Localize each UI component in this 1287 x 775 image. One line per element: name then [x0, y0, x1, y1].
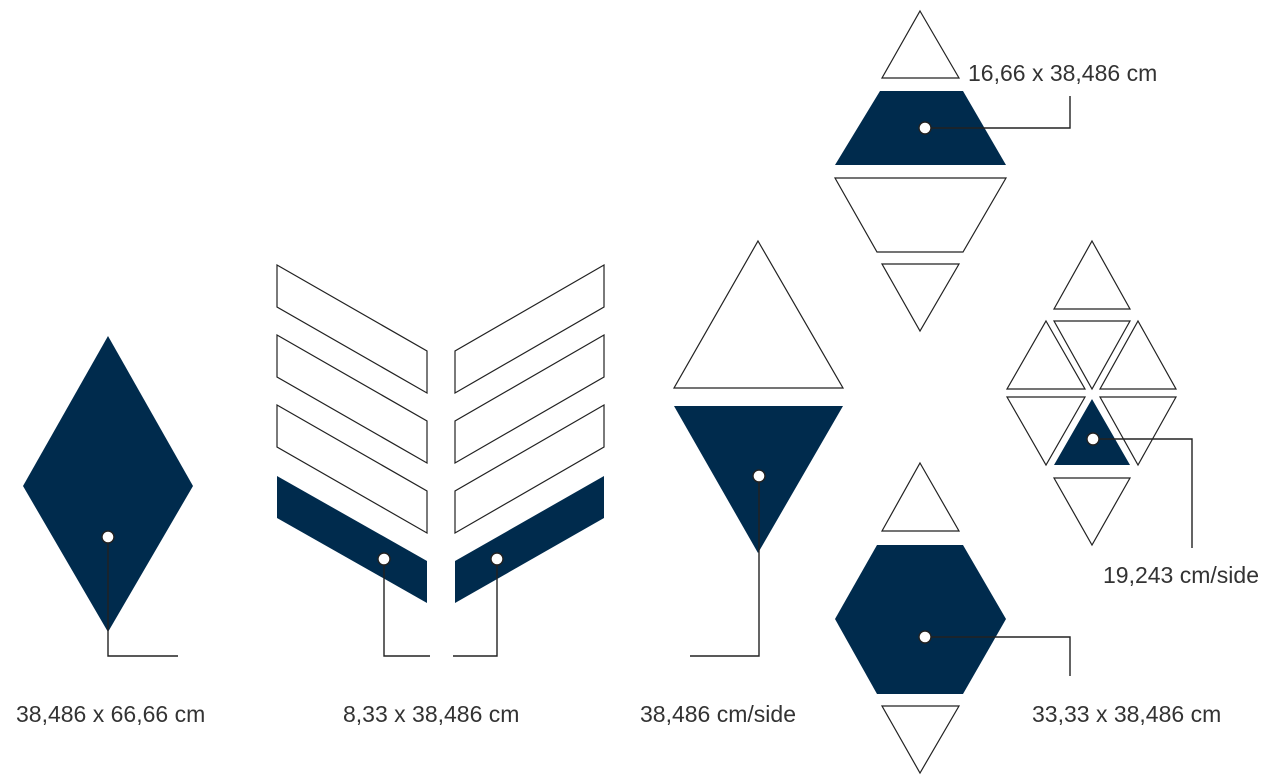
large-triangle-group: 38,486 cm/side: [640, 239, 845, 727]
strip-left-1: [276, 263, 428, 395]
strip-right-leader-line: [453, 559, 498, 657]
hexagon-bottom-triangle: [880, 705, 961, 775]
diamond-panel: [23, 336, 193, 632]
strip-right-marker-dot: [490, 552, 504, 566]
hexagon-leader-line: [925, 636, 1071, 676]
small-triangle-marker-dot: [1086, 432, 1100, 446]
strip-left-marker-dot: [377, 552, 391, 566]
large-triangle-up: [672, 239, 845, 389]
small-triangle-filled: [1054, 399, 1130, 465]
hexagon-group: 33,33 x 38,486 cm: [835, 461, 1221, 775]
small-triangle-upper-middle: [1052, 320, 1132, 391]
small-triangle-dimension-label: 19,243 cm/side: [1103, 562, 1259, 588]
trapezoid-top-triangle: [880, 9, 961, 79]
strip-right-2: [454, 333, 605, 465]
large-triangle-marker-dot: [752, 469, 766, 483]
strip-right-3: [454, 403, 605, 535]
diamond-group: 38,486 x 66,66 cm: [16, 336, 205, 727]
small-triangle-upper-left: [1005, 319, 1087, 390]
diamond-leader-line: [107, 537, 178, 657]
diamond-marker-dot: [101, 530, 115, 544]
trapezoid-group: 16,66 x 38,486 cm: [833, 9, 1157, 333]
strip-right-1: [454, 263, 605, 395]
hexagon-marker-dot: [918, 630, 932, 644]
hexagon-top-triangle: [880, 461, 961, 532]
trapezoid-bottom-triangle: [880, 263, 961, 333]
small-triangle-group: 19,243 cm/side: [1005, 239, 1259, 588]
diamond-dimension-label: 38,486 x 66,66 cm: [16, 701, 205, 727]
small-triangle-leader-line: [1093, 438, 1193, 548]
small-triangle-lower-left: [1005, 396, 1087, 467]
trapezoid-outline-panel: [833, 177, 1008, 253]
trapezoid-marker-dot: [918, 121, 932, 135]
strip-left-2: [276, 333, 428, 465]
strip-left-3: [276, 403, 428, 535]
strip-left-filled: [277, 476, 427, 603]
large-triangle-leader-line: [690, 476, 760, 657]
small-triangle-lower-right: [1098, 396, 1178, 467]
strip-group: 8,33 x 38,486 cm: [276, 263, 605, 727]
small-triangle-top: [1052, 239, 1132, 310]
small-triangle-bottom: [1052, 477, 1132, 547]
large-triangle-dimension-label: 38,486 cm/side: [640, 701, 796, 727]
strip-right-filled: [455, 476, 604, 603]
trapezoid-leader-line: [925, 96, 1071, 129]
hexagon-dimension-label: 33,33 x 38,486 cm: [1032, 701, 1221, 727]
small-triangle-upper-right: [1098, 319, 1178, 390]
strip-left-leader-line: [383, 559, 430, 657]
trapezoid-dimension-label: 16,66 x 38,486 cm: [968, 60, 1157, 86]
hexagon-panel-filled: [835, 545, 1006, 694]
strip-dimension-label: 8,33 x 38,486 cm: [343, 701, 519, 727]
